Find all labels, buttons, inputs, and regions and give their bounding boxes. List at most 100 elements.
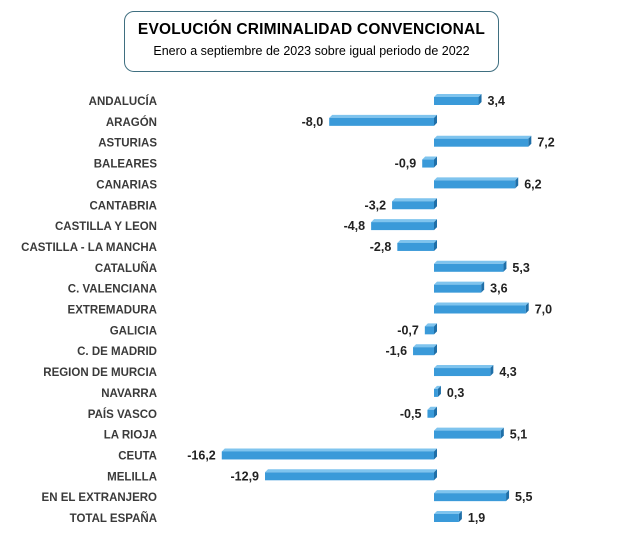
data-label: 3,6 xyxy=(490,282,507,296)
bar-side-face xyxy=(458,511,462,522)
bar-group xyxy=(329,114,437,126)
bar-top-face xyxy=(434,135,532,139)
chart-subtitle: Enero a septiembre de 2023 sobre igual p… xyxy=(153,44,470,58)
data-label: 5,5 xyxy=(515,490,532,504)
bar-group xyxy=(434,260,507,272)
data-label: -0,7 xyxy=(397,323,419,337)
chart-title-box: EVOLUCIÓN CRIMINALIDAD CONVENCIONAL Ener… xyxy=(124,11,499,72)
bar-top-face xyxy=(329,114,437,118)
bar xyxy=(434,305,526,314)
category-label: CANTABRIA xyxy=(89,200,157,212)
bar xyxy=(434,138,529,147)
bar xyxy=(221,451,434,460)
bar-side-face xyxy=(437,385,441,397)
bar xyxy=(329,117,434,126)
category-label: ANDALUCÍA xyxy=(89,95,157,108)
category-label: ARAGÓN xyxy=(106,116,157,129)
bar-group xyxy=(427,406,437,418)
bar-group xyxy=(434,490,510,502)
bar-top-face xyxy=(422,156,437,160)
category-label: ASTURIAS xyxy=(98,138,157,150)
data-label: -0,5 xyxy=(400,407,422,421)
bar-side-face xyxy=(478,94,482,105)
category-label: PAÍS VASCO xyxy=(88,408,157,421)
bar-side-face xyxy=(434,114,437,126)
data-label: 7,0 xyxy=(535,303,552,317)
bar xyxy=(427,409,434,418)
bar-top-face xyxy=(397,239,437,243)
bar-side-face xyxy=(434,156,437,168)
bar-side-face xyxy=(434,469,437,481)
bar-group xyxy=(434,302,529,314)
bar-group xyxy=(371,219,437,231)
bar-group xyxy=(434,281,485,293)
data-label: 5,3 xyxy=(512,261,529,275)
category-label: CEUTA xyxy=(118,450,157,462)
bar-group xyxy=(422,156,437,168)
bar xyxy=(424,326,434,335)
bar-group xyxy=(265,469,437,481)
bar-side-face xyxy=(503,260,507,272)
category-label: BALEARES xyxy=(94,159,158,171)
bar-top-face xyxy=(434,177,519,181)
bar-top-face xyxy=(371,219,437,223)
data-label: 3,4 xyxy=(488,94,505,108)
bar-top-face xyxy=(434,365,494,369)
data-label: 4,3 xyxy=(499,365,516,379)
bar-side-face xyxy=(500,427,504,439)
data-label: -1,6 xyxy=(385,344,407,358)
bar-group xyxy=(434,511,462,522)
bar-side-face xyxy=(506,490,510,502)
category-label: GALICIA xyxy=(110,325,157,337)
data-label: -12,9 xyxy=(231,469,260,483)
category-label: C. VALENCIANA xyxy=(68,284,157,296)
category-label: NAVARRA xyxy=(101,388,157,400)
data-label: 6,2 xyxy=(524,177,541,191)
bar xyxy=(434,263,504,272)
category-label: EXTREMADURA xyxy=(68,305,157,317)
bar xyxy=(371,222,434,231)
bar xyxy=(392,201,434,210)
bar-side-face xyxy=(434,323,437,335)
category-label: TOTAL ESPAÑA xyxy=(70,512,157,525)
bar xyxy=(434,97,479,105)
data-label: 1,9 xyxy=(468,511,485,525)
data-label: -8,0 xyxy=(302,115,324,129)
data-label: 0,3 xyxy=(447,386,464,400)
bar-group xyxy=(397,239,437,251)
category-label: C. DE MADRID xyxy=(77,346,157,358)
category-label: CASTILLA - LA MANCHA xyxy=(21,242,157,254)
bar-side-face xyxy=(434,198,437,210)
bar xyxy=(434,284,482,293)
bar-side-face xyxy=(528,135,532,147)
bar-side-face xyxy=(525,302,529,314)
bar-group xyxy=(434,135,532,147)
bar-top-face xyxy=(434,260,507,264)
bar-top-face xyxy=(434,281,485,285)
bar-side-face xyxy=(434,406,437,418)
category-label: MELILLA xyxy=(107,471,157,483)
bar-side-face xyxy=(434,448,437,460)
bar-side-face xyxy=(434,239,437,251)
category-label: REGION DE MURCIA xyxy=(43,367,157,379)
category-label: CANARIAS xyxy=(96,179,157,191)
bar xyxy=(434,430,501,439)
bar xyxy=(434,493,507,502)
bar-top-face xyxy=(434,427,504,431)
bar-group xyxy=(221,448,437,460)
data-label: 7,2 xyxy=(537,136,554,150)
bar-group xyxy=(434,365,494,377)
bar-top-face xyxy=(424,323,437,327)
data-label: -16,2 xyxy=(187,448,216,462)
bar-side-face xyxy=(481,281,485,293)
category-label: CASTILLA Y LEON xyxy=(55,221,157,233)
bar xyxy=(434,368,491,377)
bar-side-face xyxy=(490,365,494,377)
bar-top-face xyxy=(434,302,529,306)
bar-top-face xyxy=(434,490,510,494)
bar-top-face xyxy=(427,406,437,410)
bar-side-face xyxy=(434,219,437,231)
bar-top-face xyxy=(392,198,437,202)
bar-group xyxy=(434,94,482,105)
